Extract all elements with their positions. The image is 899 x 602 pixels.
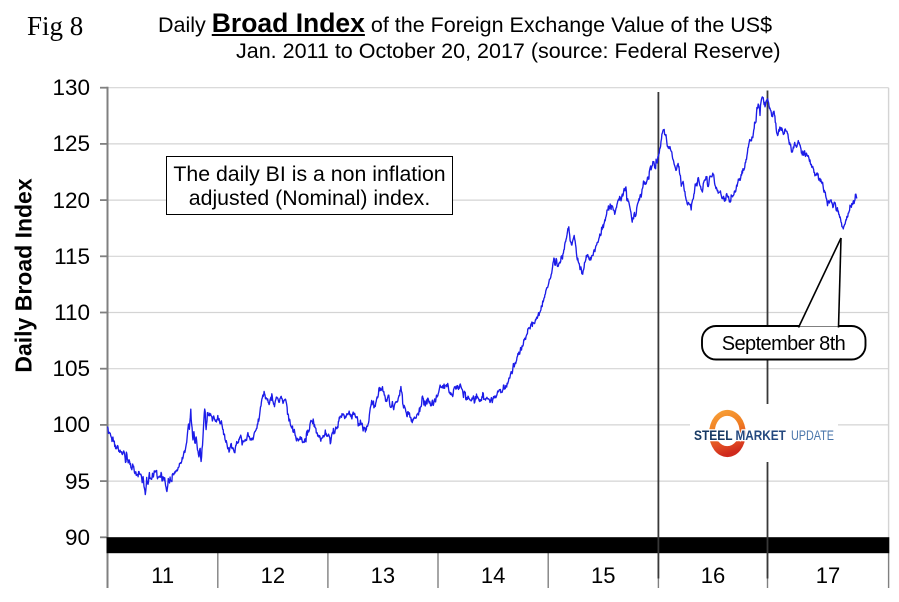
- svg-text:STEEL: STEEL: [694, 428, 733, 443]
- svg-text:UPDATE: UPDATE: [791, 428, 834, 443]
- svg-text:MARKET: MARKET: [736, 428, 787, 443]
